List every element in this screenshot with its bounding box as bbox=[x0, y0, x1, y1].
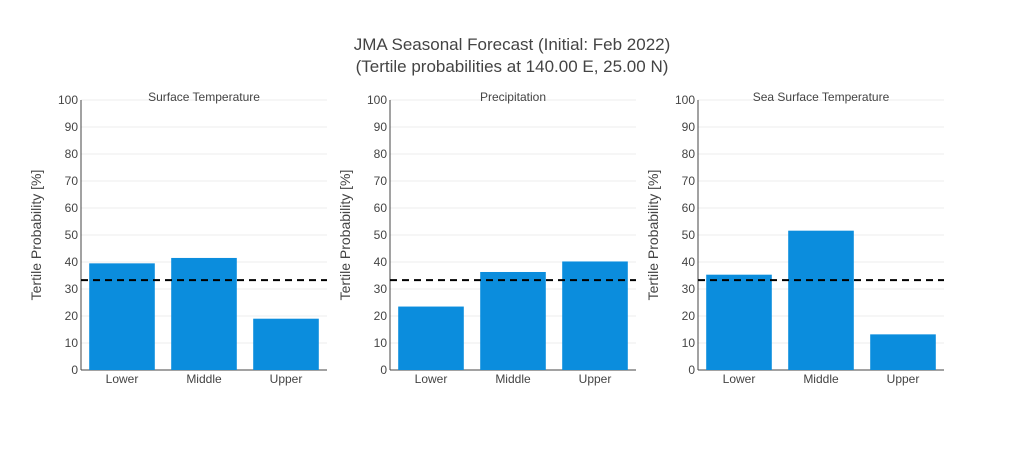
y-tick-label: 50 bbox=[374, 228, 388, 242]
y-tick-label: 10 bbox=[374, 336, 388, 350]
y-axis-title: Tertile Probability [%] bbox=[28, 170, 44, 301]
bar-upper bbox=[562, 261, 628, 370]
y-axis-title: Tertile Probability [%] bbox=[645, 170, 661, 301]
y-tick-label: 60 bbox=[65, 201, 79, 215]
y-tick-label: 30 bbox=[65, 282, 79, 296]
x-tick-label: Lower bbox=[106, 372, 139, 386]
y-tick-label: 0 bbox=[380, 363, 387, 377]
x-tick-label: Upper bbox=[579, 372, 612, 386]
x-tick-label: Upper bbox=[887, 372, 920, 386]
x-tick-label: Middle bbox=[495, 372, 531, 386]
chart-panel-3: 0 10 20 30 40 50 60 70 80 90 100 Lower Middle Upper Se… bbox=[645, 90, 944, 386]
y-tick-label: 70 bbox=[682, 174, 696, 188]
y-tick-label: 20 bbox=[374, 309, 388, 323]
y-tick-label: 90 bbox=[65, 120, 79, 134]
chart-title-line-2: (Tertile probabilities at 140.00 E, 25.0… bbox=[356, 57, 669, 76]
y-tick-label: 100 bbox=[675, 93, 695, 107]
chart-panel-1: 0 10 20 30 40 50 60 70 80 90 100 Lower Middle Upper Su… bbox=[28, 90, 327, 386]
y-tick-label: 100 bbox=[367, 93, 387, 107]
chart-panel-2: 0 10 20 30 40 50 60 70 80 90 100 Lower Middle Upper Pr… bbox=[337, 90, 636, 386]
y-tick-label: 90 bbox=[374, 120, 388, 134]
bar-lower bbox=[706, 274, 772, 370]
bar-upper bbox=[870, 334, 936, 370]
x-tick-label: Upper bbox=[270, 372, 303, 386]
y-tick-label: 60 bbox=[374, 201, 388, 215]
y-tick-label: 30 bbox=[374, 282, 388, 296]
bar-middle bbox=[171, 257, 237, 370]
bar-middle bbox=[788, 230, 854, 370]
subplot-title: Sea Surface Temperature bbox=[753, 90, 890, 104]
y-tick-label: 70 bbox=[65, 174, 79, 188]
chart-title-line-1: JMA Seasonal Forecast (Initial: Feb 2022… bbox=[354, 35, 671, 54]
y-axis-title: Tertile Probability [%] bbox=[337, 170, 353, 301]
y-tick-label: 0 bbox=[71, 363, 78, 377]
y-tick-label: 50 bbox=[65, 228, 79, 242]
y-tick-label: 20 bbox=[65, 309, 79, 323]
y-tick-label: 10 bbox=[682, 336, 696, 350]
y-tick-label: 40 bbox=[682, 255, 696, 269]
subplot-title: Surface Temperature bbox=[148, 90, 260, 104]
bar-lower bbox=[89, 263, 155, 370]
y-tick-label: 70 bbox=[374, 174, 388, 188]
y-tick-label: 20 bbox=[682, 309, 696, 323]
x-tick-label: Middle bbox=[803, 372, 839, 386]
y-tick-label: 80 bbox=[374, 147, 388, 161]
y-tick-label: 60 bbox=[682, 201, 696, 215]
bar-middle bbox=[480, 271, 546, 370]
y-tick-label: 40 bbox=[374, 255, 388, 269]
y-tick-label: 40 bbox=[65, 255, 79, 269]
y-tick-label: 30 bbox=[682, 282, 696, 296]
x-tick-label: Lower bbox=[415, 372, 448, 386]
y-tick-label: 80 bbox=[682, 147, 696, 161]
x-tick-label: Lower bbox=[723, 372, 756, 386]
y-tick-label: 90 bbox=[682, 120, 696, 134]
y-tick-label: 100 bbox=[58, 93, 78, 107]
bar-lower bbox=[398, 306, 464, 370]
bar-upper bbox=[253, 318, 319, 370]
y-tick-label: 10 bbox=[65, 336, 79, 350]
x-tick-label: Middle bbox=[186, 372, 222, 386]
y-tick-label: 80 bbox=[65, 147, 79, 161]
y-tick-label: 50 bbox=[682, 228, 696, 242]
subplot-title: Precipitation bbox=[480, 90, 546, 104]
y-tick-label: 0 bbox=[688, 363, 695, 377]
